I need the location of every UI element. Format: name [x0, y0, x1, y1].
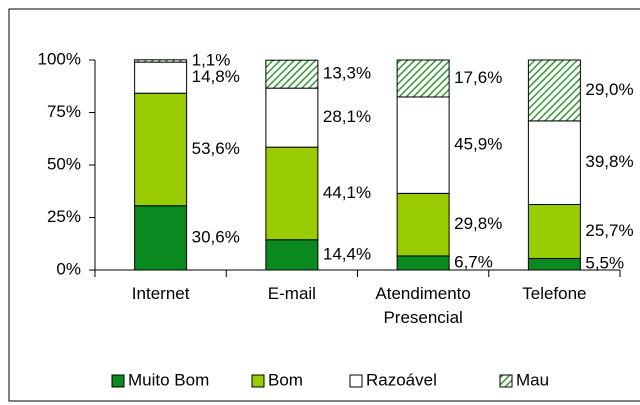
- legend-swatch: [111, 374, 125, 388]
- data-label: 14,8%: [192, 67, 240, 86]
- y-tick-label: 50%: [47, 154, 81, 173]
- data-label: 13,3%: [323, 64, 371, 83]
- bar-segment: [396, 192, 450, 257]
- bar-segment: [134, 61, 188, 94]
- y-tick-label: 75%: [47, 102, 81, 121]
- bar-segment: [265, 146, 319, 241]
- y-tick-label: 0%: [56, 259, 81, 278]
- bar-segment: [527, 120, 581, 205]
- data-label: 45,9%: [454, 135, 502, 154]
- x-tick-label: Atendimento Presencial: [375, 284, 471, 327]
- data-label: 1,1%: [192, 50, 231, 69]
- data-label: 29,0%: [585, 80, 633, 99]
- bar-segment: [527, 59, 581, 122]
- data-label: 30,6%: [192, 227, 240, 246]
- bar-segment: [396, 255, 450, 271]
- bar-segment: [134, 205, 188, 271]
- y-tick-label: 100%: [38, 49, 81, 68]
- data-label: 28,1%: [323, 107, 371, 126]
- legend-swatch: [499, 374, 513, 388]
- data-label: 17,6%: [454, 68, 502, 87]
- data-label: 6,7%: [454, 252, 493, 271]
- bar-segment: [265, 59, 319, 89]
- data-label: 44,1%: [323, 183, 371, 202]
- data-label: 14,4%: [323, 244, 371, 263]
- legend-label: Razoável: [366, 370, 437, 389]
- legend-label: Mau: [516, 370, 549, 389]
- data-label: 39,8%: [585, 152, 633, 171]
- x-tick-label: Telefone: [522, 284, 587, 303]
- bar-segment: [134, 92, 188, 207]
- data-label: 53,6%: [192, 139, 240, 158]
- x-tick-label: Internet: [131, 284, 190, 303]
- legend-label: Bom: [268, 370, 303, 389]
- data-label: 25,7%: [585, 221, 633, 240]
- data-label: 5,5%: [585, 254, 624, 273]
- chart-border: [8, 8, 640, 402]
- bar-segment: [527, 257, 581, 271]
- bar-segment: [527, 203, 581, 259]
- x-tick-label: E-mail: [267, 284, 316, 303]
- y-tick-label: 25%: [47, 207, 81, 226]
- bar-segment: [396, 96, 450, 194]
- data-label: 29,8%: [454, 214, 502, 233]
- bar-segment: [396, 59, 450, 98]
- legend-swatch: [251, 374, 265, 388]
- bar-segment: [134, 59, 188, 63]
- bar-segment: [265, 87, 319, 148]
- bar-segment: [265, 239, 319, 271]
- legend-label: Muito Bom: [128, 370, 209, 389]
- legend-swatch: [349, 374, 363, 388]
